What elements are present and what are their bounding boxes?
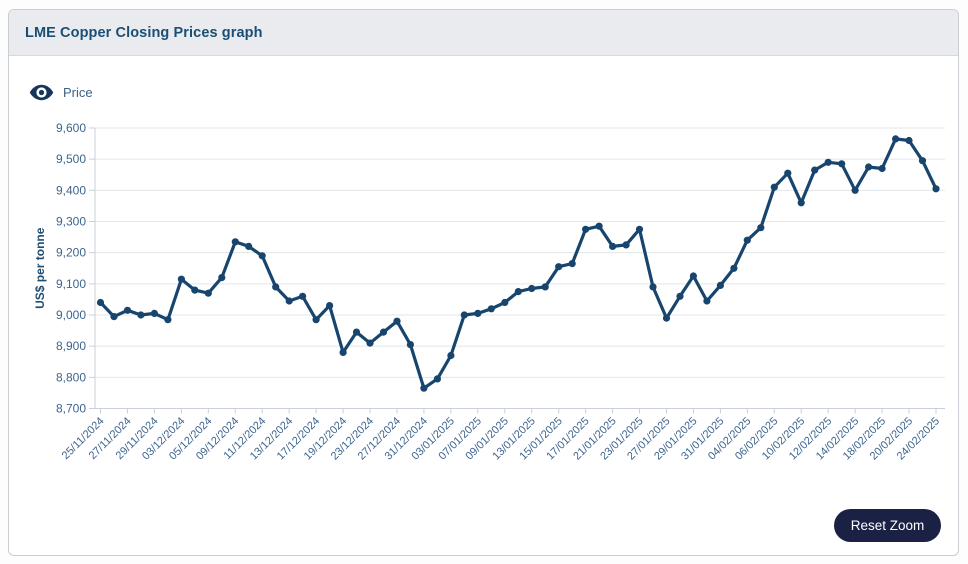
data-point-marker[interactable] — [379, 328, 388, 336]
data-point-marker[interactable] — [204, 289, 212, 297]
data-point-marker[interactable] — [191, 286, 199, 294]
data-points[interactable] — [96, 135, 940, 392]
data-point-marker[interactable] — [326, 302, 334, 310]
legend-label: Price — [63, 85, 93, 100]
price-line[interactable] — [98, 137, 938, 390]
data-point-marker[interactable] — [784, 169, 792, 177]
data-point-marker[interactable] — [218, 274, 226, 282]
data-point-marker[interactable] — [716, 281, 725, 289]
y-tick-label: 9,000 — [56, 308, 86, 322]
y-tick-label: 8,700 — [56, 402, 86, 416]
y-tick-label: 9,400 — [56, 183, 86, 197]
data-point-marker[interactable] — [811, 166, 819, 174]
data-point-marker[interactable] — [366, 339, 374, 347]
data-point-marker[interactable] — [770, 183, 778, 191]
data-point-marker[interactable] — [851, 186, 859, 194]
data-point-marker[interactable] — [703, 297, 711, 305]
data-point-marker[interactable] — [797, 199, 805, 207]
data-point-marker[interactable] — [689, 272, 698, 280]
data-point-marker[interactable] — [757, 224, 765, 232]
data-point-marker[interactable] — [730, 264, 738, 272]
reset-zoom-button[interactable]: Reset Zoom — [834, 509, 941, 542]
data-point-marker[interactable] — [447, 351, 455, 360]
data-point-marker[interactable] — [123, 306, 132, 314]
y-tick-label: 8,800 — [56, 370, 86, 384]
y-tick-label: 9,500 — [56, 152, 86, 166]
data-point-marker[interactable] — [662, 314, 671, 322]
y-axis: 8,700 8,800 8,900 9,000 9,100 9,200 9,300 9,400… — [56, 121, 96, 416]
data-point-marker[interactable] — [150, 309, 158, 317]
eye-icon — [29, 84, 54, 101]
data-point-marker[interactable] — [555, 263, 563, 271]
data-point-marker[interactable] — [258, 252, 266, 260]
data-point-marker[interactable] — [824, 158, 832, 166]
y-tick-label: 9,100 — [56, 277, 86, 291]
page-title: LME Copper Closing Prices graph — [25, 24, 263, 41]
data-point-marker[interactable] — [622, 241, 630, 249]
data-point-marker[interactable] — [743, 236, 751, 244]
data-point-marker[interactable] — [110, 313, 118, 321]
data-point-marker[interactable] — [420, 384, 428, 392]
data-point-marker[interactable] — [838, 160, 846, 168]
chart-card: LME Copper Closing Prices graph Price Re… — [8, 9, 959, 556]
data-point-marker[interactable] — [892, 135, 900, 143]
data-point-marker[interactable] — [164, 316, 172, 324]
y-axis-label: US$ per tonne — [33, 227, 47, 309]
data-point-marker[interactable] — [528, 284, 536, 293]
data-point-marker[interactable] — [474, 309, 482, 317]
y-tick-label: 9,600 — [56, 121, 86, 135]
data-point-marker[interactable] — [582, 225, 590, 233]
y-axis-title: US$ per tonne — [33, 227, 47, 309]
y-tick-label: 8,900 — [56, 339, 86, 353]
x-axis: 25/11/202427/11/202429/11/202403/12/2024… — [60, 408, 945, 463]
data-point-marker[interactable] — [137, 311, 145, 319]
data-point-marker[interactable] — [433, 375, 441, 383]
data-point-marker[interactable] — [865, 163, 873, 171]
y-tick-label: 9,200 — [56, 246, 86, 260]
data-point-marker[interactable] — [460, 311, 468, 319]
data-point-marker[interactable] — [285, 297, 293, 305]
data-point-marker[interactable] — [487, 305, 495, 313]
card-header: LME Copper Closing Prices graph — [9, 10, 958, 56]
legend-item-price[interactable]: Price — [29, 84, 93, 101]
data-point-marker[interactable] — [393, 317, 401, 325]
data-point-marker[interactable] — [299, 292, 307, 300]
data-point-marker[interactable] — [312, 316, 320, 324]
data-point-marker[interactable] — [918, 157, 927, 165]
data-point-marker[interactable] — [514, 288, 522, 296]
data-point-marker[interactable] — [352, 328, 361, 336]
data-point-marker[interactable] — [339, 348, 347, 356]
data-point-marker[interactable] — [905, 136, 913, 145]
data-point-marker[interactable] — [568, 260, 576, 268]
data-point-marker[interactable] — [676, 292, 684, 300]
data-point-marker[interactable] — [406, 341, 414, 349]
data-point-marker[interactable] — [541, 283, 549, 291]
data-point-marker[interactable] — [96, 298, 105, 307]
data-point-marker[interactable] — [649, 283, 657, 291]
data-point-marker[interactable] — [932, 185, 940, 193]
data-point-marker[interactable] — [231, 238, 239, 246]
data-point-marker[interactable] — [595, 222, 603, 230]
data-point-marker[interactable] — [177, 275, 185, 283]
data-point-marker[interactable] — [245, 242, 253, 250]
data-point-marker[interactable] — [609, 242, 617, 250]
data-point-marker[interactable] — [501, 298, 509, 307]
data-point-marker[interactable] — [635, 225, 644, 233]
data-point-marker[interactable] — [878, 164, 886, 173]
y-tick-label: 9,300 — [56, 215, 86, 229]
data-point-marker[interactable] — [272, 283, 280, 291]
